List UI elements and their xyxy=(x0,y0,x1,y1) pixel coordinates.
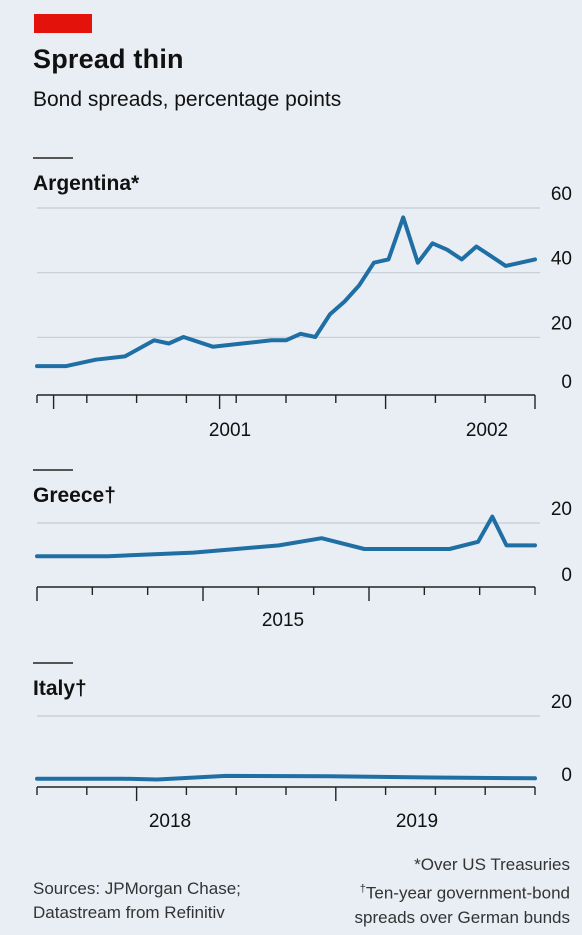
x-tick-label: 2015 xyxy=(262,610,304,631)
y-tick-label: 0 xyxy=(561,565,572,586)
chart-title: Spread thin xyxy=(33,44,184,74)
sources-line-1: Sources: JPMorgan Chase; xyxy=(33,879,241,898)
y-tick-label: 20 xyxy=(551,313,572,334)
y-tick-label: 20 xyxy=(551,692,572,713)
panel-title: Argentina* xyxy=(33,172,140,195)
dagger-mark: † xyxy=(359,883,366,895)
panel-title: Italy† xyxy=(33,677,87,700)
y-tick-label: 20 xyxy=(551,499,572,520)
footnotes: *Over US Treasuries †Ten-year government… xyxy=(355,853,570,930)
footnote-dagger: †Ten-year government-bond xyxy=(355,877,570,906)
y-tick-label: 0 xyxy=(561,765,572,786)
economist-red-tag xyxy=(34,14,92,33)
series-line xyxy=(35,773,537,782)
x-tick-label: 2018 xyxy=(149,811,191,832)
chart-subtitle: Bond spreads, percentage points xyxy=(33,88,342,111)
footnote-dagger-line-1: Ten-year government-bond xyxy=(365,883,570,903)
footnote-asterisk: *Over US Treasuries xyxy=(414,855,570,874)
x-tick-label: 2002 xyxy=(466,420,508,441)
series-line xyxy=(35,215,537,369)
sources-note: Sources: JPMorgan Chase; Datastream from… xyxy=(33,877,241,925)
panel-title: Greece† xyxy=(33,484,116,507)
y-tick-label: 60 xyxy=(551,184,572,205)
x-tick-label: 2001 xyxy=(209,420,251,441)
footnote-dagger-line-2: spreads over German bunds xyxy=(354,907,570,927)
y-tick-label: 40 xyxy=(551,249,572,270)
series-line xyxy=(35,514,537,559)
x-tick-label: 2019 xyxy=(396,811,438,832)
y-tick-label: 0 xyxy=(561,372,572,393)
sources-line-2: Datastream from Refinitiv xyxy=(33,903,225,922)
